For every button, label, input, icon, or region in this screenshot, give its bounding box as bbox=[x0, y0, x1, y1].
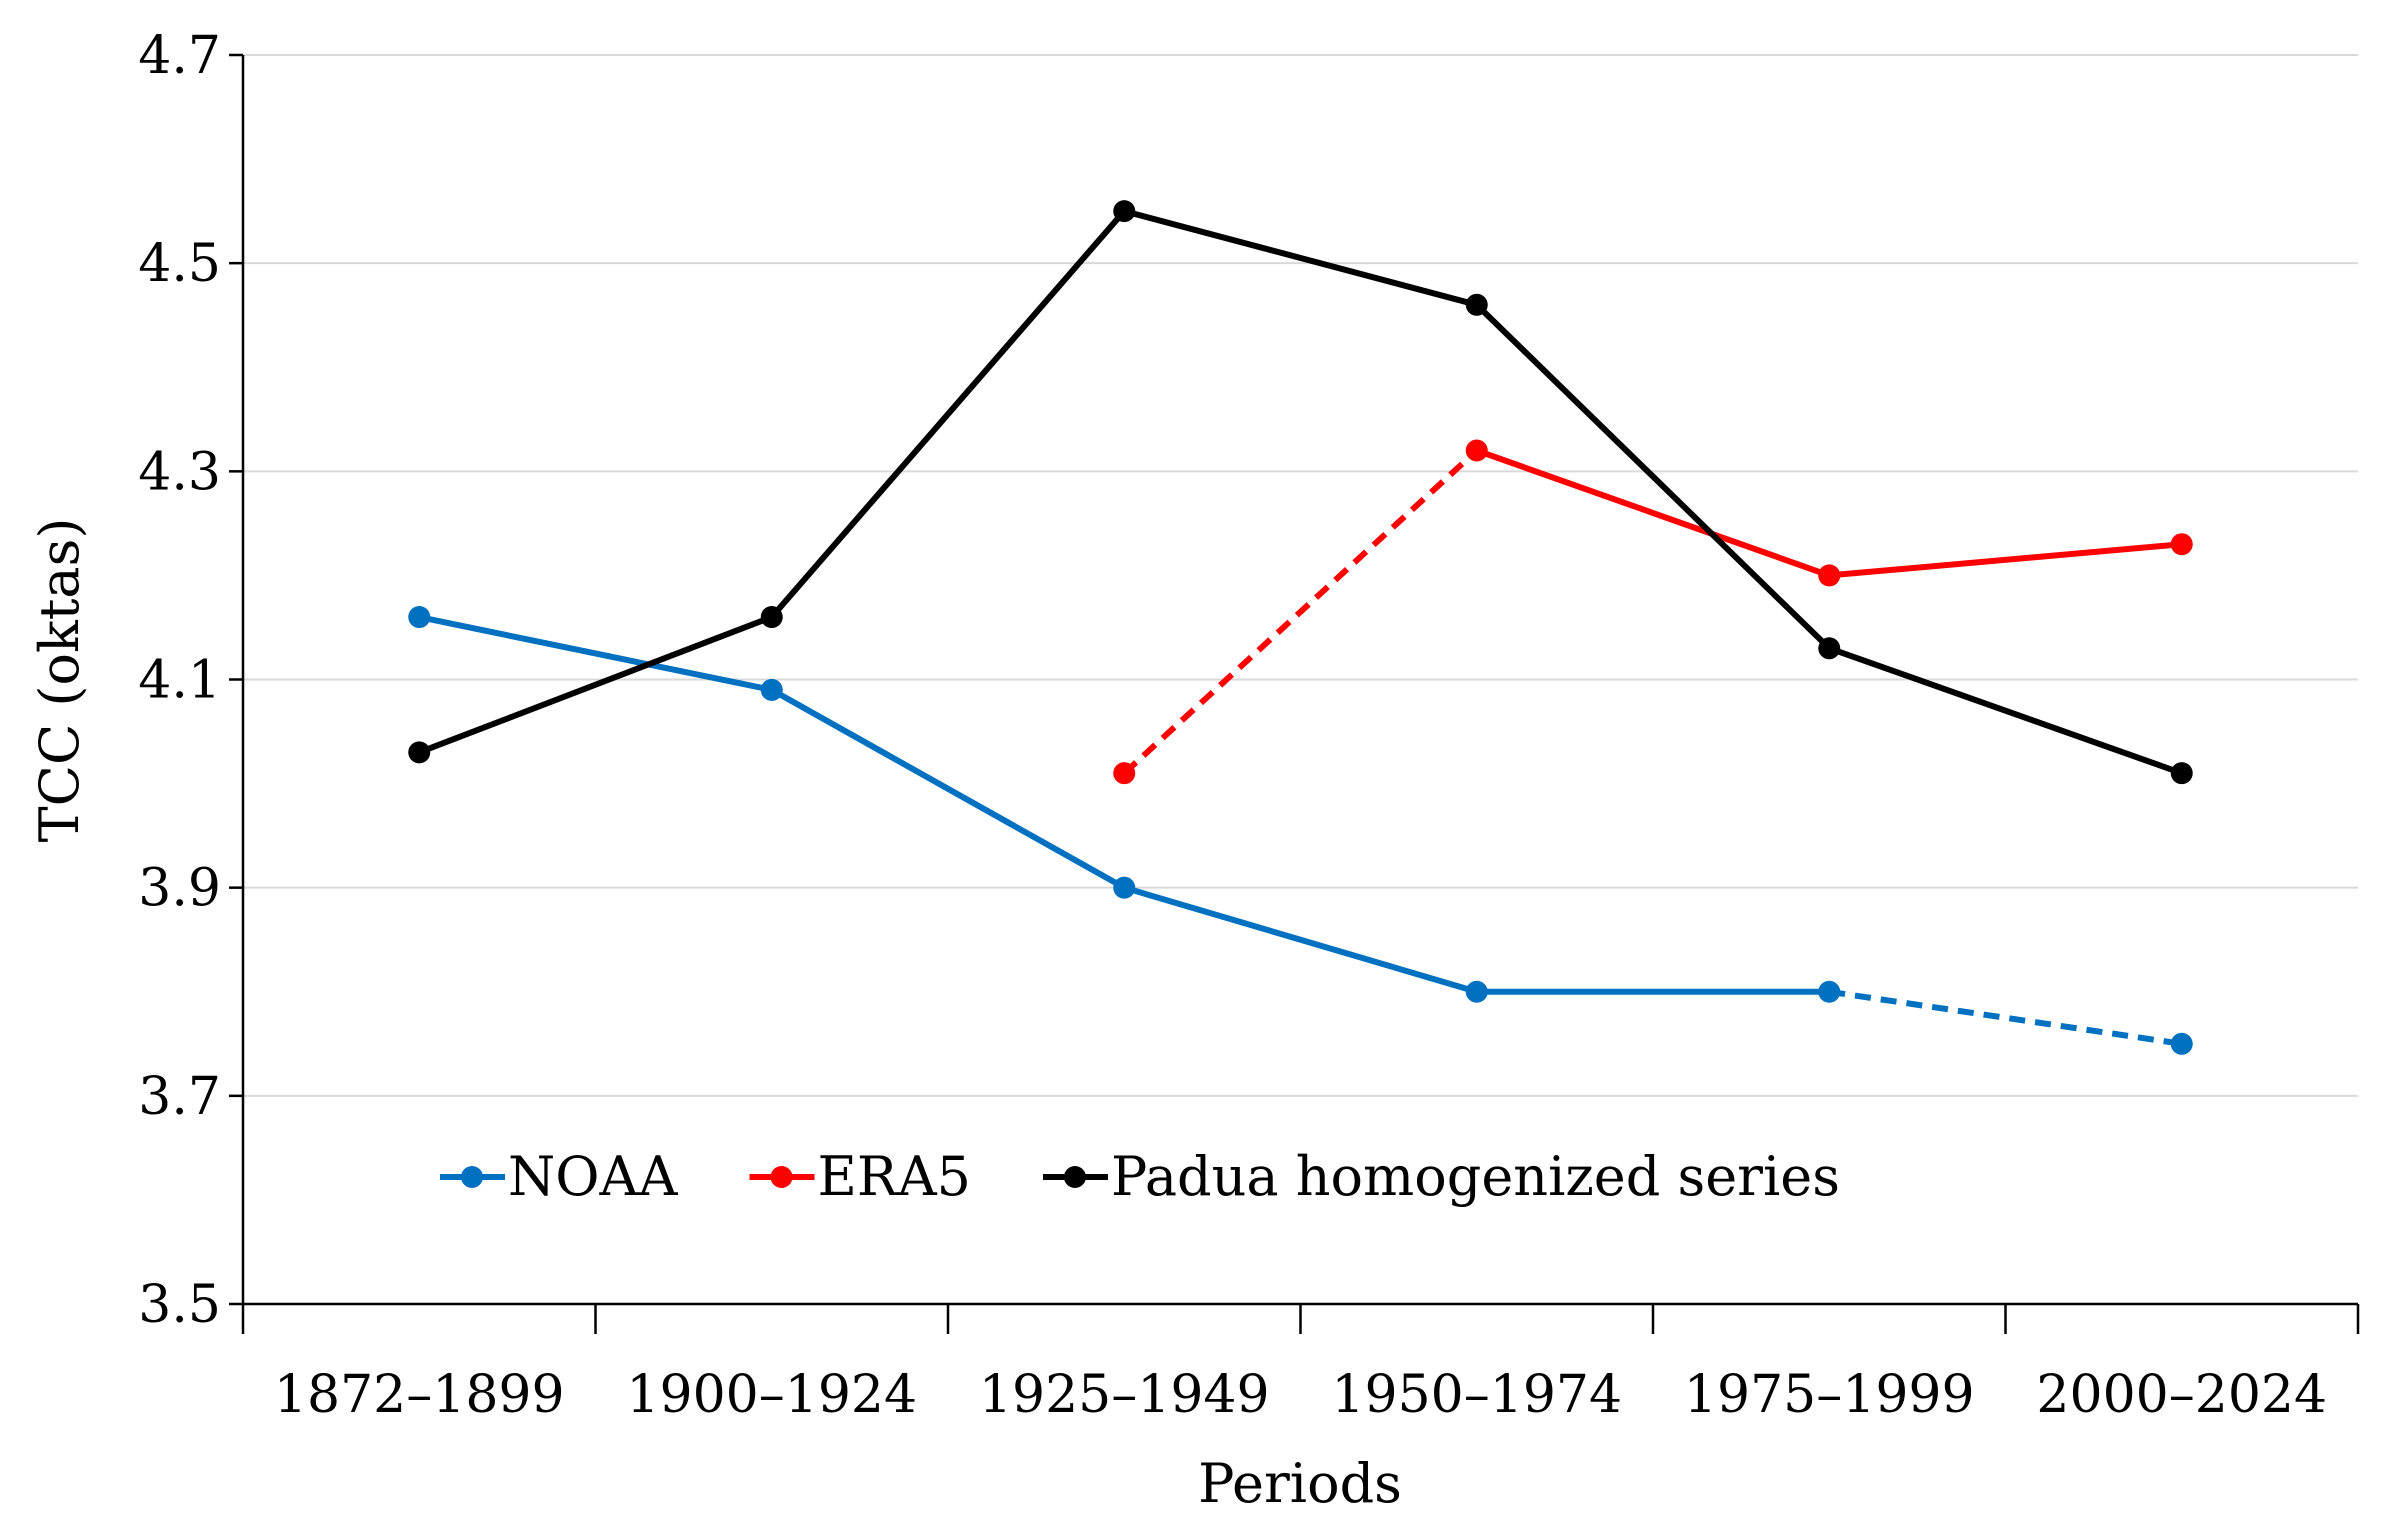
legend-swatch-marker bbox=[1063, 1166, 1086, 1188]
series-segment bbox=[1828, 988, 2183, 1047]
data-point bbox=[760, 606, 783, 629]
data-point bbox=[1113, 762, 1136, 785]
x-tick-label: 1900–1924 bbox=[626, 1365, 917, 1425]
data-point bbox=[1113, 876, 1136, 899]
series-segment bbox=[769, 209, 1127, 620]
y-tick-label: 4.3 bbox=[138, 442, 221, 502]
series-segment bbox=[1828, 541, 2183, 579]
data-point bbox=[1465, 980, 1488, 1003]
data-point bbox=[2170, 762, 2193, 785]
data-point bbox=[1465, 293, 1488, 316]
data-point bbox=[2170, 1032, 2193, 1055]
legend-item: ERA5 bbox=[749, 1145, 971, 1208]
x-tick-label: 1975–1999 bbox=[1684, 1365, 1975, 1425]
y-tick-label: 3.5 bbox=[138, 1275, 221, 1335]
series-segment bbox=[1123, 884, 1478, 995]
legend-swatch-marker bbox=[461, 1166, 483, 1188]
series-segment bbox=[1123, 208, 1478, 308]
data-point bbox=[1818, 564, 1841, 587]
legend-item: Padua homogenized series bbox=[1042, 1145, 1840, 1208]
data-point bbox=[1113, 200, 1136, 223]
series-era5 bbox=[1113, 439, 2193, 785]
series-padua-homogenized-series bbox=[408, 200, 2193, 785]
data-point bbox=[760, 678, 783, 701]
legend-swatch-marker bbox=[770, 1166, 793, 1188]
x-tick-label: 1872–1899 bbox=[274, 1365, 565, 1425]
legend-item: NOAA bbox=[440, 1145, 679, 1208]
data-point bbox=[1465, 439, 1488, 462]
series-segment bbox=[418, 614, 773, 693]
data-point bbox=[408, 606, 431, 629]
series-group bbox=[408, 200, 2193, 1055]
series-segment bbox=[1828, 645, 2183, 777]
data-point bbox=[1818, 980, 1841, 1003]
y-tick-label: 4.1 bbox=[138, 651, 221, 711]
y-axis-label: TCC (oktas) bbox=[28, 518, 91, 843]
x-tick-label: 1925–1949 bbox=[979, 1365, 1270, 1425]
y-tick-label: 4.7 bbox=[138, 26, 221, 86]
y-tick-label: 3.7 bbox=[138, 1067, 221, 1127]
y-tick-label: 3.9 bbox=[138, 859, 221, 919]
series-noaa bbox=[408, 606, 2193, 1055]
data-point bbox=[1818, 637, 1841, 660]
series-segment bbox=[418, 614, 773, 756]
series-segment bbox=[1122, 448, 1479, 776]
y-tick-label: 4.5 bbox=[138, 234, 221, 294]
x-tick-label: 1950–1974 bbox=[1331, 1365, 1622, 1425]
legend-label: ERA5 bbox=[818, 1145, 971, 1208]
legend-label: Padua homogenized series bbox=[1111, 1145, 1840, 1208]
x-tick-label: 2000–2024 bbox=[2036, 1365, 2327, 1425]
data-point bbox=[408, 741, 431, 764]
gridlines bbox=[243, 54, 2358, 1097]
legend-label: NOAA bbox=[508, 1145, 679, 1208]
legend: NOAA ERA5 Padua homogenized series bbox=[440, 1145, 1840, 1208]
series-segment bbox=[1474, 302, 1832, 651]
data-point bbox=[2170, 533, 2193, 556]
axes: 3.5 3.7 3.9 4.1 4.3 4.5 4.7 1872–1899 1900–1924 1… bbox=[138, 26, 2360, 1425]
series-segment bbox=[770, 687, 1126, 891]
x-axis-label: Periods bbox=[1198, 1452, 1402, 1515]
series-segment bbox=[1475, 447, 1831, 579]
